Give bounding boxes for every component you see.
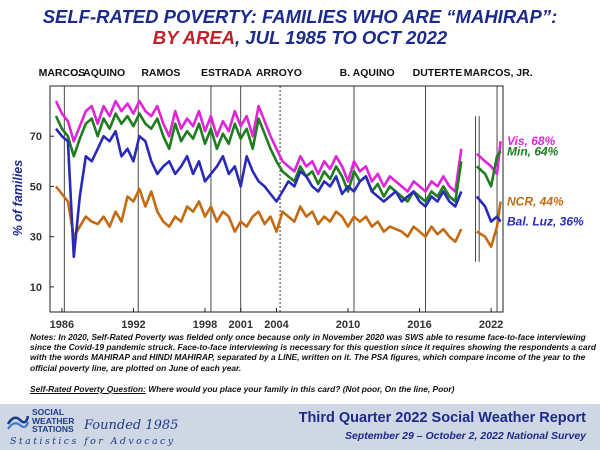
x-tick-label: 2022	[479, 319, 503, 331]
admin-label: ESTRADA	[201, 67, 252, 79]
series-line-bal-luz	[475, 195, 502, 223]
logo-org-line3: STATIONS	[32, 424, 74, 435]
logo-org-name: SOCIAL WEATHER STATIONS	[32, 408, 74, 434]
y-axis-label: % of families	[11, 160, 25, 236]
series-end-label: Min, 64%	[507, 144, 559, 158]
logo-org-line2: WEATHER	[32, 415, 75, 426]
sws-logo-icon	[6, 415, 30, 430]
x-tick-label: 1986	[50, 319, 74, 331]
admin-label: B. AQUINO	[340, 67, 395, 79]
survey-dates: September 29 – October 2, 2022 National …	[344, 430, 586, 442]
admin-label: MARCOS	[39, 67, 86, 79]
admin-label: RAMOS	[141, 67, 180, 79]
y-axis-ticks: 10 30 50 70	[30, 131, 54, 294]
admin-label: C. AQUINO	[70, 67, 125, 79]
series-line-bal-luz	[54, 127, 463, 259]
x-tick-label: 2010	[336, 319, 360, 331]
x-tick-label: 2016	[407, 319, 431, 331]
series-line-min	[475, 150, 502, 188]
notes: Notes: In 2020, Self-Rated Poverty was f…	[30, 332, 596, 373]
chart-title-line2: BY AREA, JUL 1985 TO OCT 2022	[0, 27, 600, 49]
y-tick-label: 70	[30, 131, 42, 143]
question: Self-Rated Poverty Question: Where would…	[30, 384, 454, 394]
logo-tagline: Statistics for Advocacy	[10, 436, 176, 447]
x-tick-label: 2001	[228, 319, 252, 331]
x-tick-label: 2004	[264, 319, 289, 331]
admin-label: DUTERTE	[413, 67, 463, 79]
logo-founded: Founded 1985	[84, 418, 179, 433]
y-tick-label: 10	[30, 282, 42, 294]
x-tick-label: 1998	[193, 319, 217, 331]
series-line-vis	[475, 141, 502, 176]
admin-label: ARROYO	[256, 67, 302, 79]
question-text: Where would you place your family in thi…	[145, 384, 455, 394]
y-tick-label: 30	[30, 232, 42, 244]
series-end-label: Bal. Luz, 36%	[507, 215, 584, 229]
admin-label: MARCOS, JR.	[464, 67, 533, 79]
logo-org-line1: SOCIAL	[32, 407, 65, 417]
series-end-label: Vis, 68%	[507, 134, 556, 148]
report-title: Third Quarter 2022 Social Weather Report	[298, 410, 586, 426]
y-tick-label: 50	[30, 181, 42, 193]
series-line-vis	[54, 99, 463, 193]
question-label: Self-Rated Poverty Question:	[30, 384, 146, 394]
x-tick-label: 1992	[121, 319, 145, 331]
footer: SOCIAL WEATHER STATIONS Founded 1985 Sta…	[0, 404, 600, 450]
series-lines	[54, 99, 502, 259]
x-axis-ticks: 1986 1992 1998 2001 2004 2010 2016 2022	[50, 308, 503, 331]
title-highlight: BY AREA	[152, 27, 236, 48]
chart-title-line1: SELF-RATED POVERTY: FAMILIES WHO ARE “MA…	[42, 6, 558, 27]
series-line-ncr	[54, 185, 463, 243]
series-end-labels: Vis, 68%Min, 64% NCR, 44% Bal. Luz, 36%	[507, 134, 584, 228]
title-rest: , JUL 1985 TO OCT 2022	[235, 27, 448, 48]
series-line-min	[54, 112, 463, 203]
series-end-label: NCR, 44%	[507, 195, 564, 209]
